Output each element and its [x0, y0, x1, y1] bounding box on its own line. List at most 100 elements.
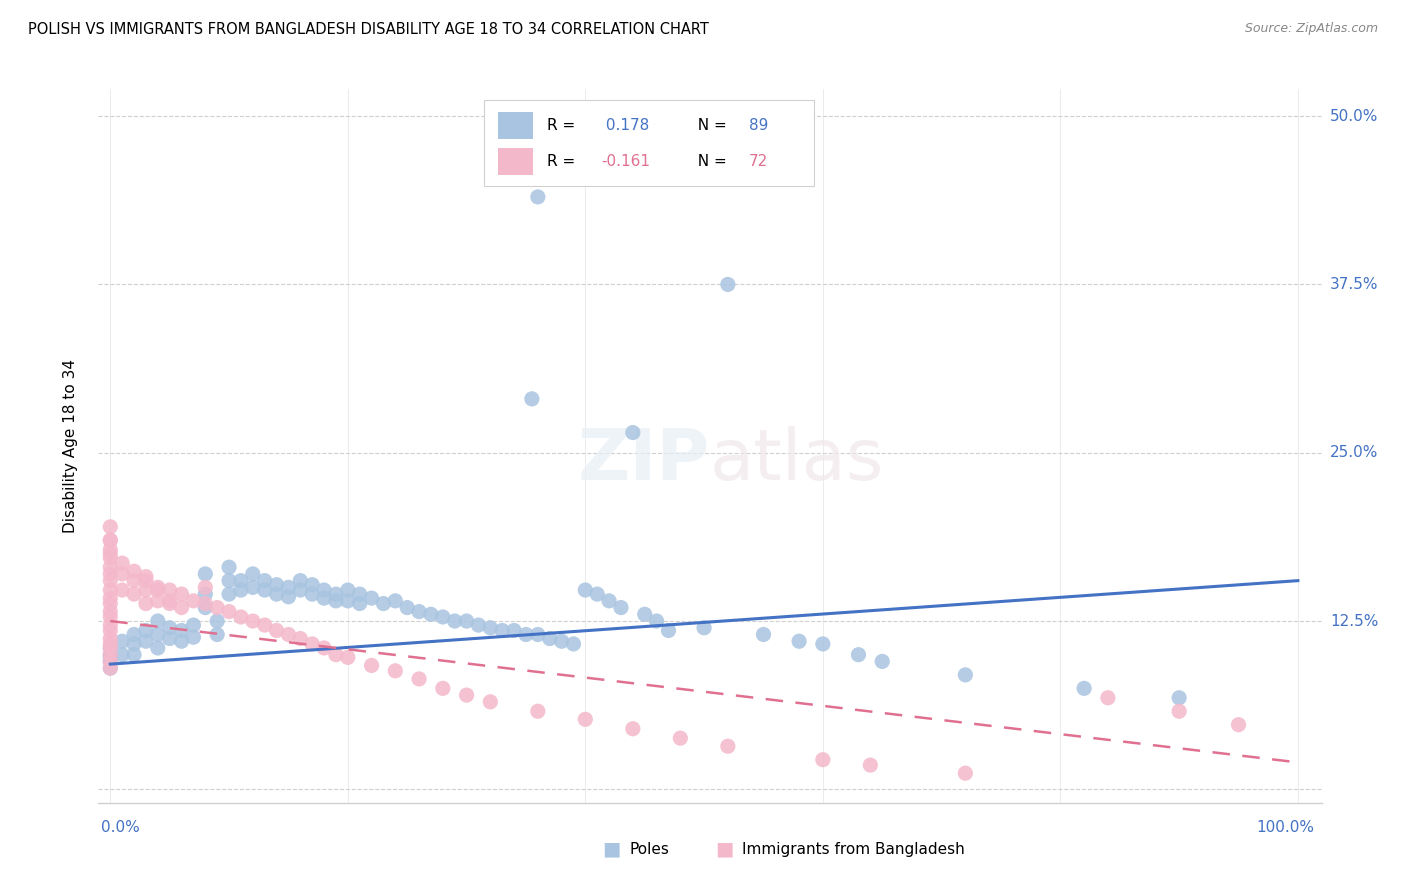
- Point: [312, 640, 335, 655]
- Point: [301, 587, 323, 601]
- Point: [194, 566, 217, 581]
- Point: [574, 712, 596, 726]
- Point: [479, 695, 502, 709]
- Point: [98, 597, 121, 611]
- Point: [98, 542, 121, 557]
- Text: 0.0%: 0.0%: [101, 821, 141, 835]
- Point: [135, 597, 157, 611]
- Point: [205, 627, 228, 641]
- Point: [111, 583, 134, 598]
- Point: [527, 190, 550, 204]
- Point: [111, 634, 134, 648]
- Point: [146, 583, 169, 598]
- Text: R =: R =: [547, 118, 581, 133]
- Point: [98, 640, 121, 655]
- Point: [98, 624, 121, 638]
- Point: [336, 650, 359, 665]
- Point: [229, 574, 252, 588]
- Point: [586, 587, 609, 601]
- Point: [1168, 704, 1191, 718]
- Y-axis label: Disability Age 18 to 34: Disability Age 18 to 34: [63, 359, 77, 533]
- Point: [266, 577, 288, 591]
- Point: [693, 621, 716, 635]
- Text: -0.161: -0.161: [602, 153, 650, 169]
- Point: [98, 533, 121, 548]
- Point: [491, 624, 513, 638]
- Point: [229, 610, 252, 624]
- Point: [122, 637, 145, 651]
- Text: ZIP: ZIP: [578, 425, 710, 495]
- Point: [420, 607, 443, 622]
- Point: [503, 624, 526, 638]
- Point: [527, 704, 550, 718]
- FancyBboxPatch shape: [498, 148, 533, 175]
- Point: [242, 614, 264, 628]
- Point: [432, 610, 454, 624]
- Point: [621, 425, 644, 440]
- Point: [194, 600, 217, 615]
- Point: [811, 637, 834, 651]
- Point: [122, 574, 145, 588]
- Point: [98, 547, 121, 561]
- Point: [98, 648, 121, 662]
- Point: [479, 621, 502, 635]
- Point: [253, 574, 276, 588]
- Point: [229, 583, 252, 598]
- Point: [360, 591, 382, 606]
- Point: [98, 637, 121, 651]
- Point: [135, 634, 157, 648]
- Point: [98, 533, 121, 548]
- Point: [194, 580, 217, 594]
- Point: [218, 605, 240, 619]
- Point: [122, 627, 145, 641]
- Point: [1097, 690, 1119, 705]
- Point: [98, 560, 121, 574]
- Point: [277, 590, 299, 604]
- Point: [253, 618, 276, 632]
- Text: 89: 89: [749, 118, 769, 133]
- Point: [218, 560, 240, 574]
- Point: [98, 618, 121, 632]
- FancyBboxPatch shape: [484, 100, 814, 186]
- Text: 0.178: 0.178: [602, 118, 650, 133]
- Point: [111, 648, 134, 662]
- Point: [146, 614, 169, 628]
- Point: [408, 605, 430, 619]
- Point: [349, 587, 371, 601]
- Point: [432, 681, 454, 696]
- Point: [183, 594, 205, 608]
- Point: [111, 556, 134, 570]
- Text: ■: ■: [602, 839, 621, 859]
- Text: Immigrants from Bangladesh: Immigrants from Bangladesh: [742, 842, 965, 856]
- Point: [325, 648, 347, 662]
- Point: [111, 566, 134, 581]
- Point: [98, 550, 121, 565]
- Point: [1073, 681, 1095, 696]
- Point: [98, 605, 121, 619]
- Point: [669, 731, 692, 746]
- Point: [146, 594, 169, 608]
- Point: [527, 627, 550, 641]
- Point: [408, 672, 430, 686]
- Point: [122, 648, 145, 662]
- Point: [253, 583, 276, 598]
- Point: [146, 580, 169, 594]
- Point: [443, 614, 465, 628]
- Text: Source: ZipAtlas.com: Source: ZipAtlas.com: [1244, 22, 1378, 36]
- Point: [135, 569, 157, 583]
- Point: [336, 583, 359, 598]
- Point: [336, 594, 359, 608]
- Point: [170, 624, 193, 638]
- Point: [98, 640, 121, 655]
- Point: [135, 574, 157, 588]
- Point: [277, 627, 299, 641]
- Text: atlas: atlas: [710, 425, 884, 495]
- Point: [98, 520, 121, 534]
- Point: [183, 618, 205, 632]
- Point: [218, 574, 240, 588]
- Text: 50.0%: 50.0%: [1330, 109, 1378, 124]
- Point: [98, 650, 121, 665]
- Point: [456, 688, 478, 702]
- Point: [598, 594, 620, 608]
- Point: [373, 597, 395, 611]
